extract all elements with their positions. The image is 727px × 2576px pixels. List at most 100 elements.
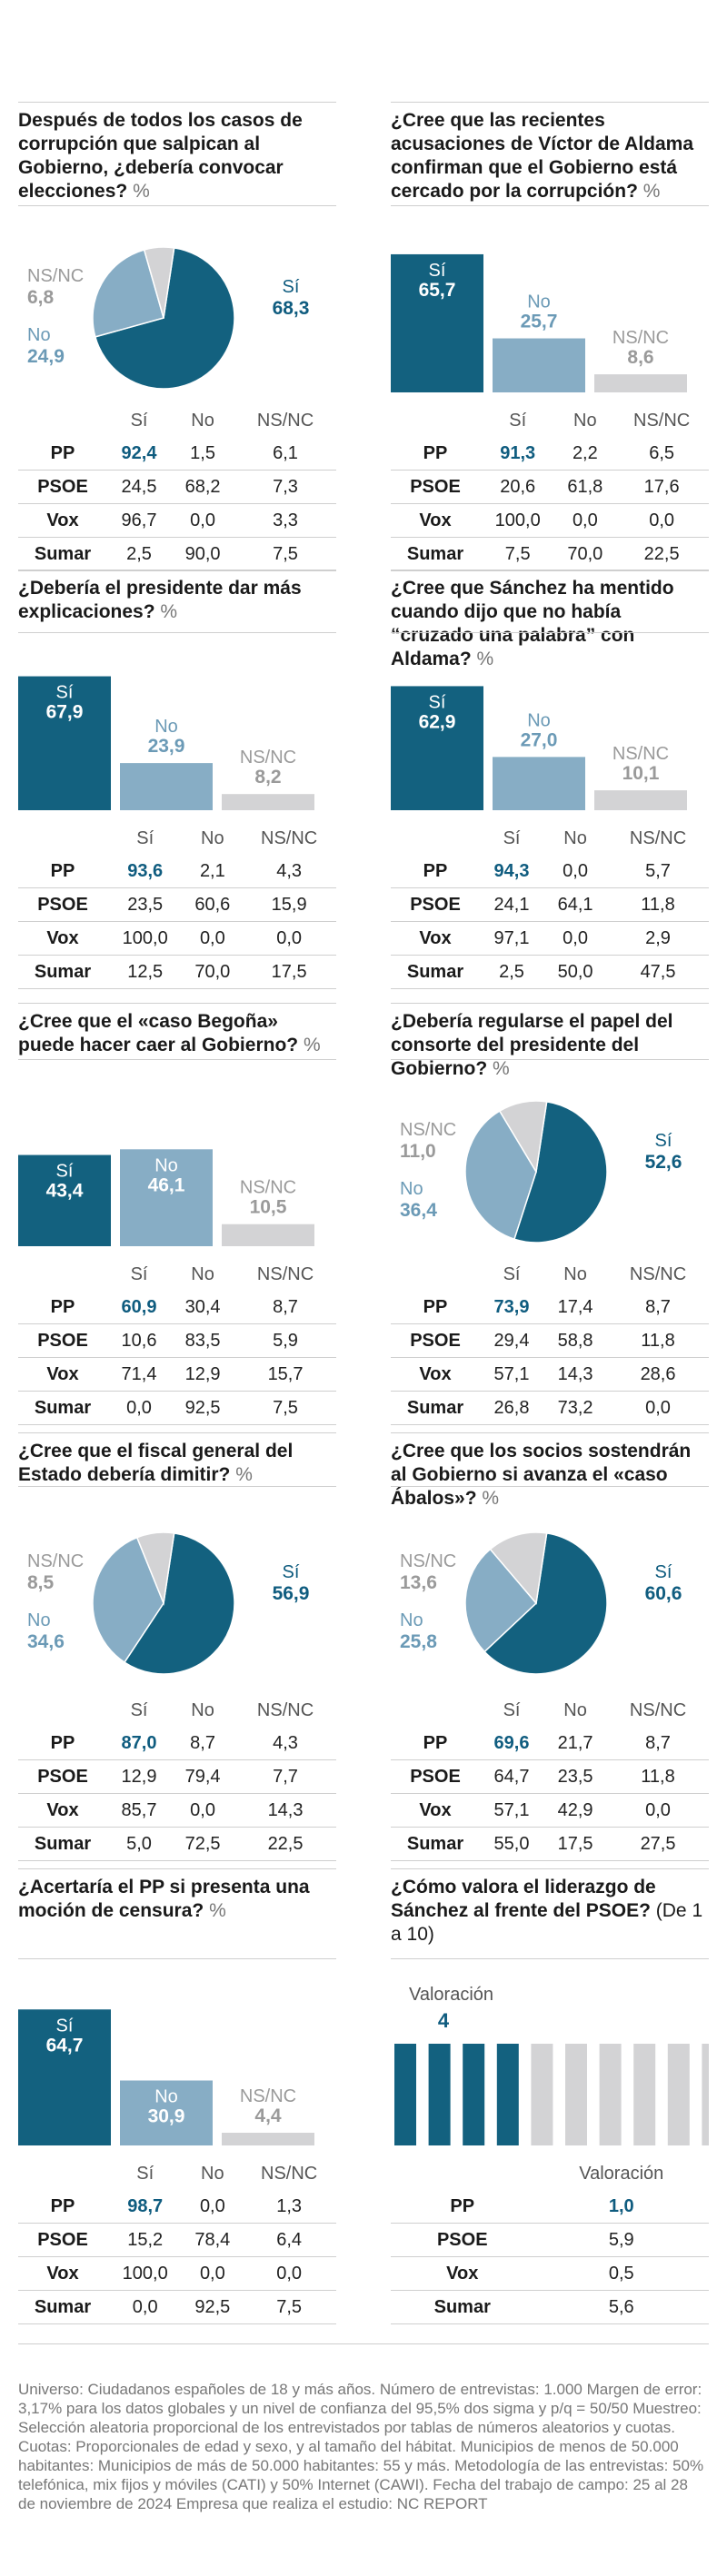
- table-row: PSOE 5,9: [391, 2223, 709, 2257]
- bar-no: [493, 338, 585, 392]
- table-row: PP 98,7 0,0 1,3: [18, 2190, 336, 2224]
- chart-rating: Valoración 4: [394, 1985, 724, 2145]
- table-cell: 73,2: [543, 1391, 608, 1425]
- table-cell: 2,5: [480, 955, 544, 989]
- rating-segment-filled: [394, 2044, 416, 2145]
- table-cell: 60,6: [183, 887, 243, 922]
- table-cell: 0,0: [242, 2256, 336, 2291]
- table-cell: 24,5: [107, 470, 172, 504]
- table-cell: 22,5: [614, 537, 709, 571]
- question-title: ¿Debería regularse el papel del consorte…: [391, 1010, 709, 1081]
- table-cell: 5,6: [533, 2290, 709, 2324]
- pie-value-label: 34,6: [27, 1631, 65, 1652]
- row-label: Vox: [391, 1793, 480, 1828]
- column-header: NS/NC: [629, 1263, 687, 1284]
- table-cell: 60,9: [107, 1291, 172, 1324]
- table-cell: 96,7: [107, 503, 172, 538]
- column-header: No: [191, 1699, 214, 1720]
- section-divider: [18, 1003, 336, 1004]
- table-corner: [18, 2157, 107, 2190]
- bar-value-label: 10,1: [622, 763, 660, 784]
- percent-unit: %: [642, 181, 661, 202]
- table-cell: 0,0: [107, 2290, 184, 2324]
- table-cell: 24,1: [480, 887, 544, 922]
- bar-category-label: Sí: [429, 692, 446, 712]
- table-cell: 7,5: [234, 1391, 336, 1425]
- bar-value-label: 67,9: [46, 702, 84, 723]
- chart-container: Sí 43,4 No 46,1 NS/NC 10,5: [18, 1081, 336, 1258]
- pie-category-label: No: [27, 325, 51, 345]
- pie-value-label: 52,6: [645, 1152, 682, 1173]
- bar-value-label: 25,7: [521, 312, 558, 332]
- column-header: NS/NC: [261, 827, 318, 848]
- rating-segment-empty: [531, 2044, 553, 2145]
- table-cell: 100,0: [107, 2256, 184, 2291]
- column-header: NS/NC: [256, 1699, 314, 1720]
- pie-category-label: NS/NC: [27, 1551, 84, 1571]
- table-header-row: Sí No NS/NC: [391, 1694, 709, 1727]
- column-header: No: [191, 1263, 214, 1284]
- pie-slice-no: [92, 1536, 164, 1664]
- table-cell: 17,5: [543, 1827, 608, 1861]
- rating-value: 4: [438, 2009, 450, 2032]
- table-cell: 58,8: [543, 1323, 608, 1358]
- row-label: PP: [18, 1291, 107, 1324]
- table-row: Vox 100,0 0,0 0,0: [18, 2256, 336, 2291]
- pie-category-label: No: [400, 1179, 423, 1199]
- bar-value-label: 4,4: [254, 2105, 282, 2126]
- bar-value-label: 62,9: [419, 711, 456, 732]
- table-cell: 1,3: [242, 2190, 336, 2224]
- table-cell: 92,5: [171, 1391, 235, 1425]
- table-cell: 0,0: [171, 503, 235, 538]
- table-cell: 100,0: [480, 503, 556, 538]
- table-cell: 27,5: [607, 1827, 709, 1861]
- row-label: PSOE: [391, 1323, 480, 1358]
- chart-container: Sí 52,6 No 36,4 NS/NC 11,0: [391, 1081, 709, 1258]
- title-divider: [391, 205, 709, 206]
- bar-si: [18, 1154, 111, 1246]
- question-title: ¿Cree que el «caso Begoña» puede hacer c…: [18, 1010, 336, 1057]
- table-row: Sumar 12,5 70,0 17,5: [18, 955, 336, 989]
- table-cell: 23,5: [107, 887, 184, 922]
- table-header-row: Sí No NS/NC: [18, 1258, 336, 1291]
- chart-container: Sí 68,3 No 24,9 NS/NC 6,8: [18, 227, 336, 404]
- pie-category-label: NS/NC: [400, 1551, 456, 1571]
- table-row: PP 93,6 2,1 4,3: [18, 855, 336, 888]
- table-row: PSOE 29,4 58,8 11,8: [391, 1323, 709, 1358]
- bar-value-label: 43,4: [46, 1181, 84, 1202]
- column-header: Sí: [136, 827, 154, 848]
- pie-slice-si: [483, 1532, 608, 1675]
- table-cell: 92,4: [107, 437, 172, 471]
- table-cell: 0,0: [607, 1793, 709, 1828]
- table-row: PSOE 64,7 23,5 11,8: [391, 1759, 709, 1794]
- row-label: Sumar: [391, 537, 480, 571]
- table-cell: 6,1: [234, 437, 336, 471]
- chart-container: Sí 67,9 No 23,9 NS/NC 8,2: [18, 654, 336, 822]
- table-row: Sumar 0,0 92,5 7,5: [18, 1391, 336, 1425]
- table-cell: 7,5: [242, 2290, 336, 2324]
- column-header: Sí: [130, 1699, 148, 1720]
- table-cell: 91,3: [480, 437, 556, 471]
- crosstab-table: Sí No NS/NC PP 94,3 0,0 5,7 PSOE 24,1 64,1 11,8 Vox…: [391, 822, 709, 989]
- column-header: NS/NC: [629, 1699, 687, 1720]
- bar-value-label: 46,1: [148, 1174, 185, 1195]
- pie-value-label: 60,6: [645, 1583, 682, 1604]
- pie-slice-si: [513, 1101, 608, 1243]
- column-header: NS/NC: [629, 827, 687, 848]
- table-cell: 97,1: [480, 921, 544, 956]
- question-text: ¿Debería regularse el papel del consorte…: [391, 1011, 673, 1079]
- table-cell: 57,1: [480, 1357, 544, 1392]
- table-row: PP 92,4 1,5 6,1: [18, 437, 336, 471]
- table-row: Sumar 0,0 92,5 7,5: [18, 2290, 336, 2324]
- title-divider: [18, 205, 336, 206]
- pie-value-label: 13,6: [400, 1572, 437, 1593]
- table-cell: 17,4: [543, 1291, 608, 1324]
- row-label: PP: [391, 1727, 480, 1760]
- table-cell: 7,7: [234, 1759, 336, 1794]
- table-corner: [18, 404, 107, 437]
- column-header: Valoración: [579, 2163, 664, 2184]
- table-cell: 30,4: [171, 1291, 235, 1324]
- table-cell: 7,3: [234, 470, 336, 504]
- table-cell: 21,7: [543, 1727, 608, 1760]
